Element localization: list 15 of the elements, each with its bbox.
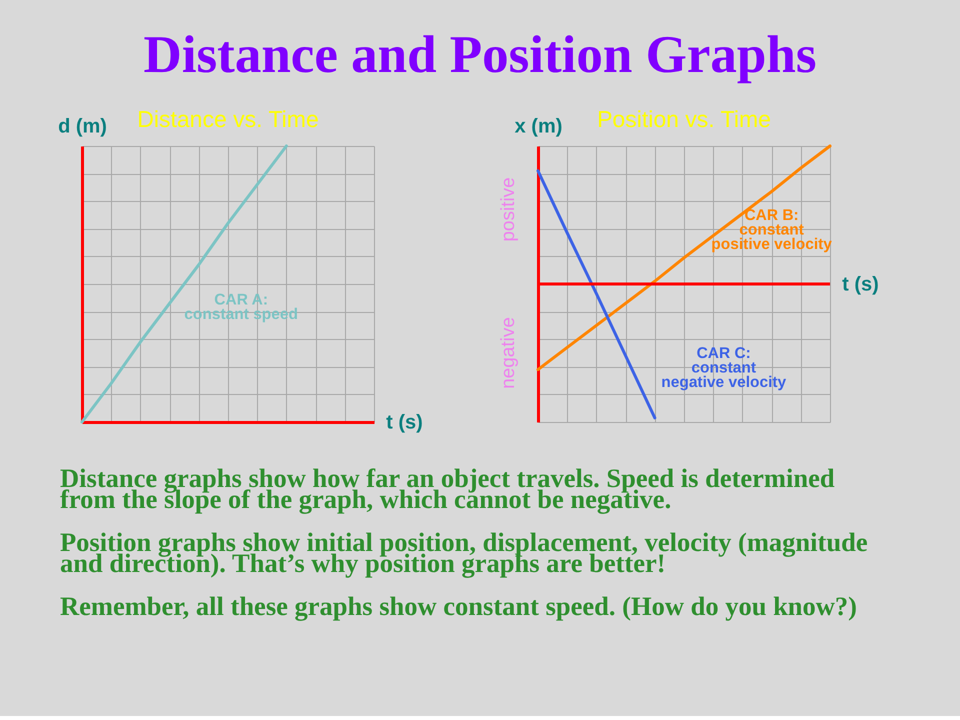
text: negative — [498, 317, 519, 389]
x-axis-title: t (s) — [842, 274, 879, 296]
text: Remember, all these graphs show constant speed. (How do you know?) — [60, 591, 858, 621]
series-label: CAR B: constant positive velocity — [711, 207, 832, 254]
text: Position graphs show initial position, displacement, velocity (magnitude and direction). That’s why position graphs are better! — [60, 527, 868, 578]
series-label: CAR A: constant speed — [184, 291, 298, 323]
series-label: CAR C: constant negative velocity — [661, 345, 787, 392]
text: Distance graphs show how far an object travels. Speed is determined from the slope of the graph, which cannot be negative. — [60, 463, 835, 514]
y-axis-title: d (m) — [58, 116, 107, 138]
x-axis-title: t (s) — [386, 412, 423, 434]
chart-title: Distance vs. Time — [137, 106, 319, 132]
y-axis-title: x (m) — [514, 116, 562, 138]
chart-title: Position vs. Time — [597, 106, 771, 132]
text: positive — [498, 177, 519, 242]
text: Distance and Position Graphs — [144, 26, 816, 84]
